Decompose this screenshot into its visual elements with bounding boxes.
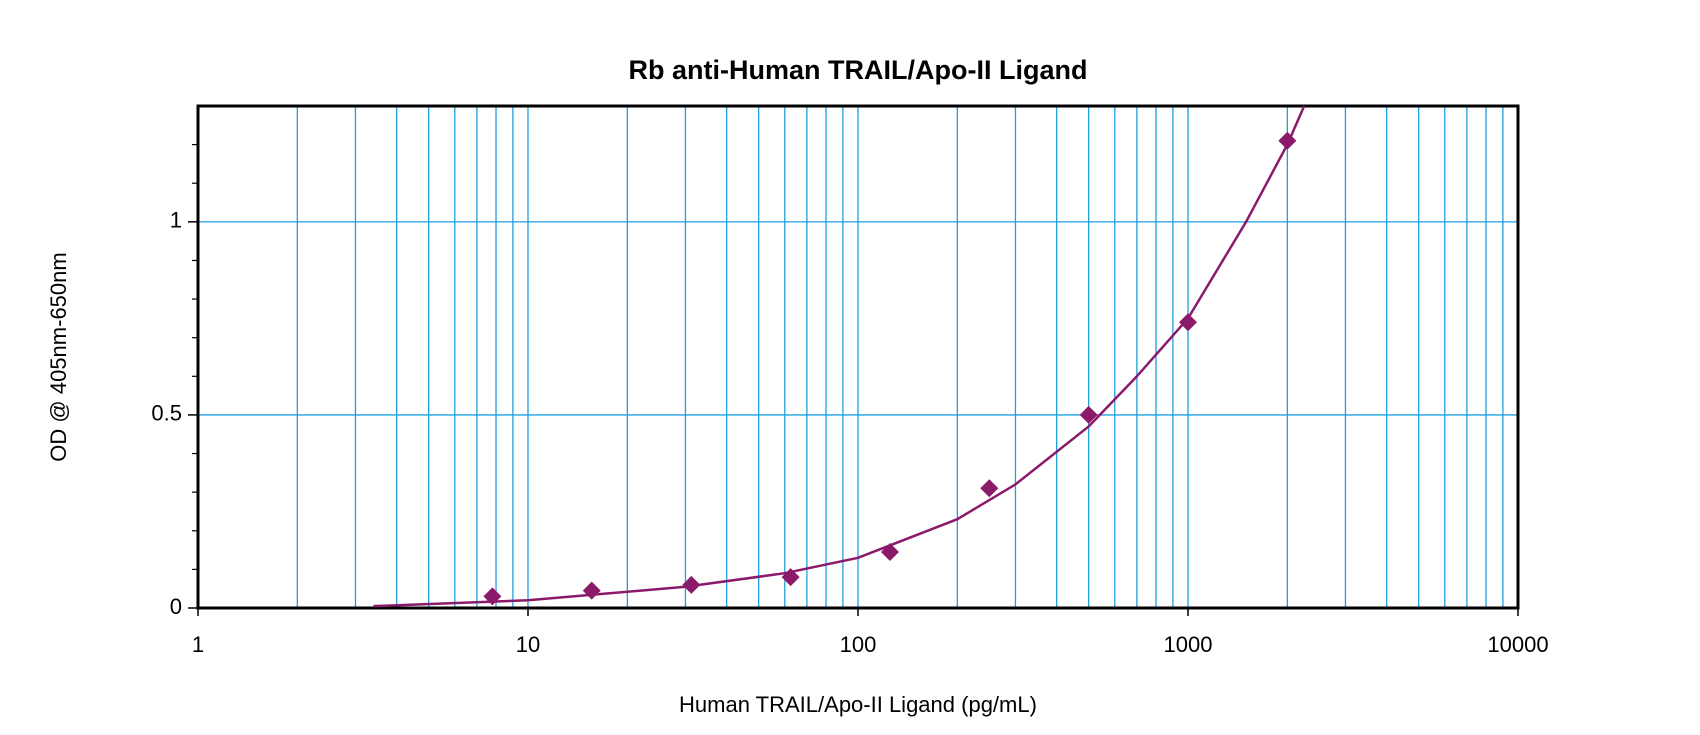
data-point [880,543,899,562]
y-tick-label: 0 [170,594,182,619]
y-tick-label: 0.5 [151,401,182,426]
y-axis-label: OD @ 405nm-650nm [46,252,71,461]
chart-title: Rb anti-Human TRAIL/Apo-II Ligand [629,55,1088,85]
y-tick-label: 1 [170,208,182,233]
data-point [483,587,502,606]
x-tick-label: 100 [840,632,877,657]
data-point [980,479,999,498]
data-point [1179,313,1197,332]
x-tick-label: 1000 [1164,632,1213,657]
data-point [1278,131,1297,150]
data-point [682,575,701,594]
x-tick-label: 10 [516,632,540,657]
x-tick-label: 1 [192,632,204,657]
data-point [1079,405,1098,424]
data-point [781,568,800,587]
data-point [582,581,601,600]
x-axis-label: Human TRAIL/Apo-II Ligand (pg/mL) [679,692,1037,717]
x-tick-label: 10000 [1487,632,1548,657]
plot-frame [196,104,1520,610]
